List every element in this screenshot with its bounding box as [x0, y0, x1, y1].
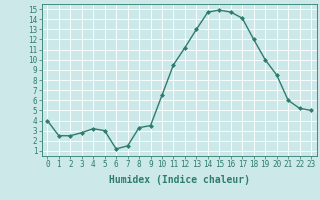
X-axis label: Humidex (Indice chaleur): Humidex (Indice chaleur): [109, 175, 250, 185]
